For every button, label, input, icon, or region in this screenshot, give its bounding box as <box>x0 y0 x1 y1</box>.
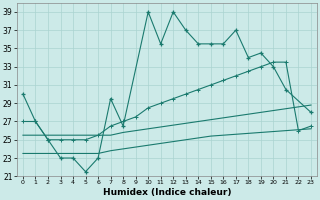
X-axis label: Humidex (Indice chaleur): Humidex (Indice chaleur) <box>103 188 231 197</box>
